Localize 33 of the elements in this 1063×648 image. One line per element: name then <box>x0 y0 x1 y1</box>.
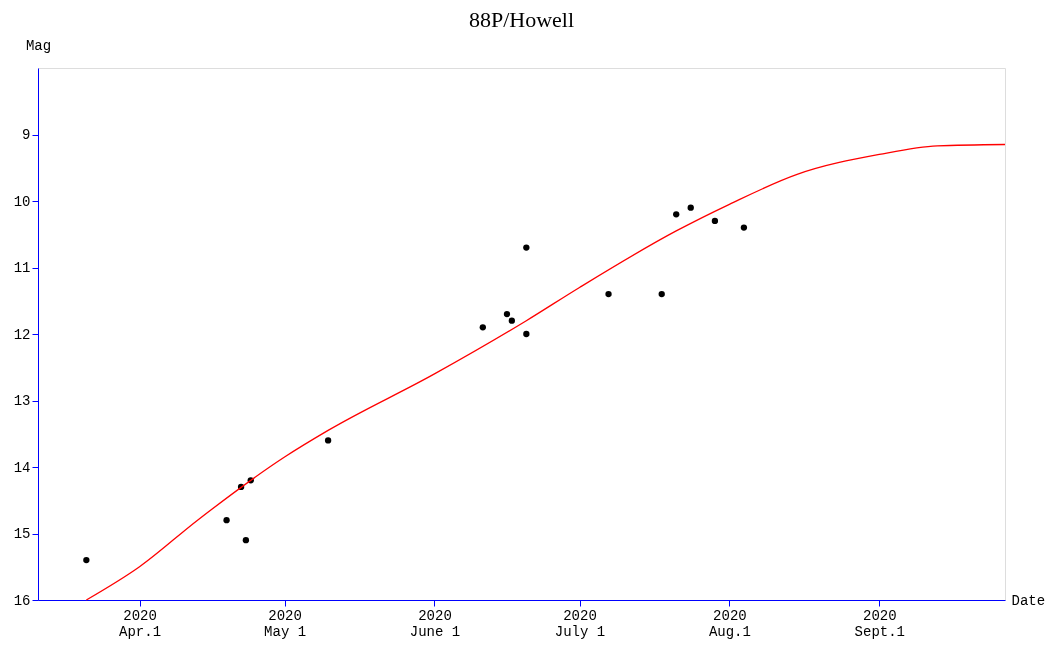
point <box>223 517 230 524</box>
y-tick-label: 14 <box>13 459 31 476</box>
x-tick-label: 2020 Sept.1 <box>854 607 905 640</box>
x-tick-label: 2020 May 1 <box>264 607 307 640</box>
y-tick-label: 10 <box>13 193 31 210</box>
x-tick-label: 2020 Apr.1 <box>119 607 162 640</box>
point <box>673 211 680 218</box>
y-tick-label: 16 <box>13 592 31 609</box>
point <box>508 317 515 324</box>
point <box>687 204 694 211</box>
point <box>740 224 748 231</box>
point <box>479 324 486 331</box>
point <box>605 290 612 298</box>
y-tick-label: 13 <box>13 393 31 409</box>
point <box>711 217 719 225</box>
x-tick-label: 2020 June 1 <box>409 607 461 640</box>
x-axis-title: Date <box>1011 592 1046 609</box>
point <box>523 330 530 338</box>
y-axis-title: Mag <box>25 37 52 54</box>
x-tick-label: 2020 July 1 <box>554 607 606 640</box>
x-tick-label: 2020 Aug.1 <box>708 607 751 640</box>
point <box>242 536 250 544</box>
point <box>324 437 332 444</box>
y-tick-label: 15 <box>13 526 31 542</box>
point <box>523 244 530 251</box>
point <box>83 556 90 564</box>
point <box>658 290 665 298</box>
y-tick-label: 11 <box>13 260 31 276</box>
line-series <box>85 143 1006 601</box>
chart-title: 88P/Howell <box>468 7 575 32</box>
point <box>503 310 511 318</box>
y-tick-label: 9 <box>22 127 31 143</box>
y-tick-label: 12 <box>13 326 31 343</box>
